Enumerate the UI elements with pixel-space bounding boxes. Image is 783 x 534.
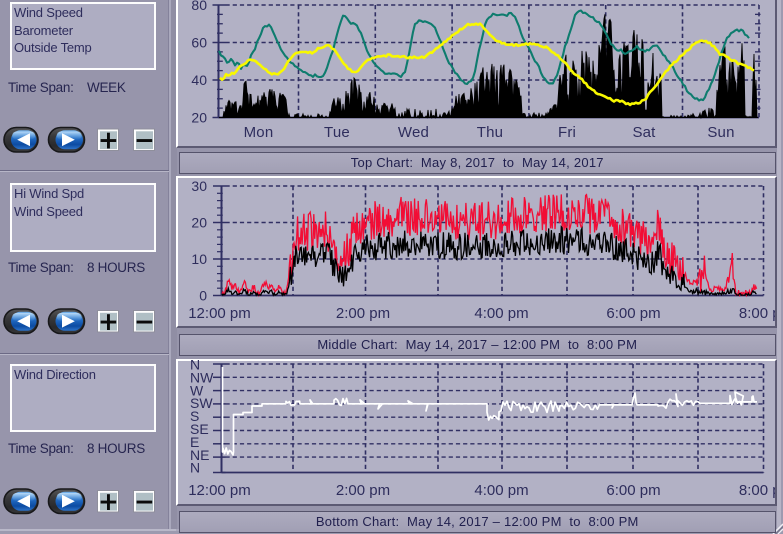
svg-text:SE: SE: [190, 421, 209, 437]
svg-text:NE: NE: [190, 447, 209, 463]
svg-text:20: 20: [191, 110, 207, 126]
svg-text:S: S: [190, 408, 199, 424]
svg-text:Fri: Fri: [558, 124, 576, 141]
svg-text:30: 30: [191, 178, 207, 194]
svg-text:SW: SW: [190, 395, 213, 411]
svg-text:12:00 pm: 12:00 pm: [188, 482, 251, 499]
svg-text:NW: NW: [190, 369, 214, 385]
svg-text:40: 40: [191, 72, 207, 88]
svg-text:12:00 pm: 12:00 pm: [188, 305, 251, 322]
svg-text:60: 60: [191, 35, 207, 51]
svg-text:W: W: [190, 382, 204, 398]
svg-text:80: 80: [191, 0, 207, 13]
svg-text:Sun: Sun: [707, 124, 734, 141]
svg-text:Thu: Thu: [477, 124, 503, 141]
svg-text:Mon: Mon: [244, 124, 274, 141]
svg-text:10: 10: [191, 251, 207, 267]
svg-text:E: E: [190, 434, 199, 450]
svg-text:6:00 pm: 6:00 pm: [606, 482, 660, 499]
svg-text:0: 0: [199, 288, 207, 304]
svg-text:4:00 pm: 4:00 pm: [474, 482, 528, 499]
svg-text:8:00 pm: 8:00 pm: [739, 482, 783, 499]
svg-text:N: N: [190, 460, 200, 476]
svg-text:2:00 pm: 2:00 pm: [336, 305, 390, 322]
svg-text:6:00 pm: 6:00 pm: [606, 305, 660, 322]
svg-text:20: 20: [191, 215, 207, 231]
svg-text:4:00 pm: 4:00 pm: [474, 305, 528, 322]
svg-text:Tue: Tue: [324, 124, 350, 141]
svg-text:8:00 pm: 8:00 pm: [739, 305, 783, 322]
svg-text:N: N: [190, 357, 200, 373]
svg-text:Wed: Wed: [398, 124, 429, 141]
svg-text:2:00 pm: 2:00 pm: [336, 482, 390, 499]
svg-text:Sat: Sat: [632, 124, 656, 141]
